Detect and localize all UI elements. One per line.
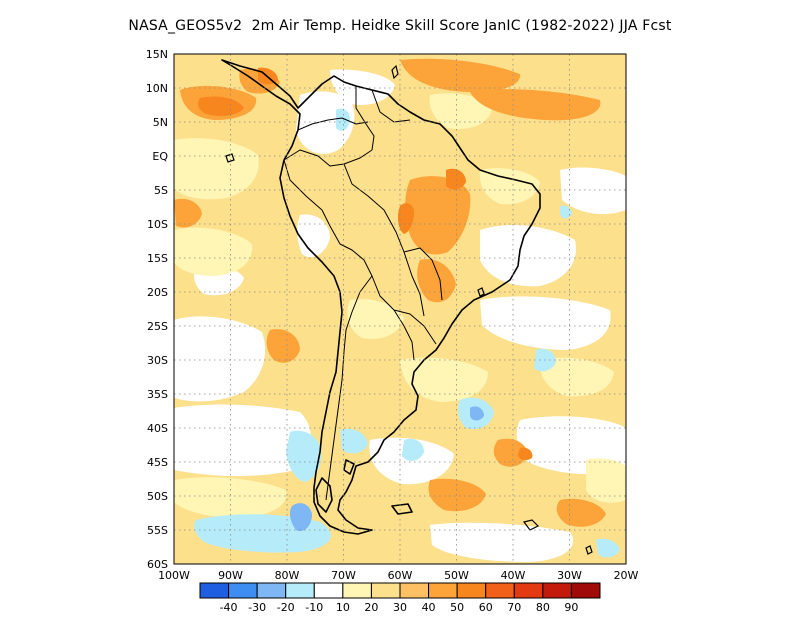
lat-label: 50S: [147, 490, 168, 503]
lon-label: 20W: [614, 569, 639, 582]
lon-label: 60W: [388, 569, 413, 582]
lon-label: 80W: [275, 569, 300, 582]
moderate-skill-regions: [174, 58, 606, 527]
colorbar-label: -40: [220, 601, 238, 614]
strong-negative-skill-regions: [289, 406, 484, 532]
colorbar-swatch: [228, 582, 258, 599]
colorbar-swatch: [199, 582, 230, 599]
colorbar-label: 60: [479, 601, 493, 614]
colorbar-swatch: [256, 582, 287, 599]
lon-label: 40W: [501, 569, 526, 582]
lat-label: 30S: [147, 354, 168, 367]
lat-label: 40S: [147, 422, 168, 435]
colorbar-label: 50: [450, 601, 464, 614]
colorbar-label: 40: [422, 601, 436, 614]
lat-label: 10S: [147, 218, 168, 231]
colorbar-label: 10: [336, 601, 350, 614]
colorbar-swatch: [342, 582, 372, 599]
lat-label: 35S: [147, 388, 168, 401]
colorbar-swatch: [428, 582, 458, 599]
colorbar-label: 20: [364, 601, 378, 614]
high-skill-regions: [198, 67, 533, 461]
negative-skill-regions: [194, 108, 620, 558]
coastlines: [221, 59, 541, 535]
lat-label: 20S: [147, 286, 168, 299]
latitude-axis: 15N 10N 5N EQ 5S 10S 15S 20S 25S 30S 35S 40S 45S 50S 5…: [146, 48, 169, 571]
lat-label: 25S: [147, 320, 168, 333]
map-title: NASA_GEOS5v2 2m Air Temp. Heidke Skill S…: [128, 18, 672, 34]
lat-label: 5N: [153, 116, 168, 129]
graticule: [174, 54, 626, 564]
lat-label: 60S: [147, 558, 168, 571]
colorbar-swatch: [285, 582, 315, 599]
lon-label: 50W: [444, 569, 469, 582]
lon-label: 90W: [218, 569, 243, 582]
colorbar-label: -20: [277, 601, 295, 614]
lat-label: 45S: [147, 456, 168, 469]
lon-label: 70W: [331, 569, 356, 582]
colorbar-swatch: [370, 582, 401, 599]
colorbar-swatch: [570, 582, 601, 599]
colorbar-swatch: [485, 582, 515, 599]
colorbar-label: 30: [393, 601, 407, 614]
lat-label: 10N: [146, 82, 168, 95]
colorbar-label: -10: [305, 601, 323, 614]
colorbar-swatch: [542, 582, 572, 599]
map-frame: [173, 53, 627, 565]
lakes-and-islands: [225, 64, 593, 555]
lat-label: 15N: [146, 48, 168, 61]
lat-label: 15S: [147, 252, 168, 265]
colorbar-label: 90: [564, 601, 578, 614]
colorbar-swatch: [456, 582, 487, 599]
colorbar-label: -30: [248, 601, 266, 614]
colorbar-label: 80: [536, 601, 550, 614]
longitude-axis: 100W 90W 80W 70W 60W 50W 40W 30W 20W: [158, 569, 638, 582]
colorbar-label: 70: [507, 601, 521, 614]
lon-label: 30W: [557, 569, 582, 582]
country-borders: [283, 86, 443, 501]
low-skill-regions: [174, 93, 626, 518]
colorbar-swatch: [513, 582, 544, 599]
colorbar-swatch: [399, 582, 430, 599]
lat-label: 5S: [154, 184, 168, 197]
lon-label: 100W: [158, 569, 190, 582]
lat-label: 55S: [147, 524, 168, 537]
colorbar-swatch: [313, 582, 344, 599]
lat-label: EQ: [152, 150, 168, 163]
colorbar: -40 -30 -20 -10 10 20 30 40 50 60 70 80 90: [199, 582, 601, 614]
